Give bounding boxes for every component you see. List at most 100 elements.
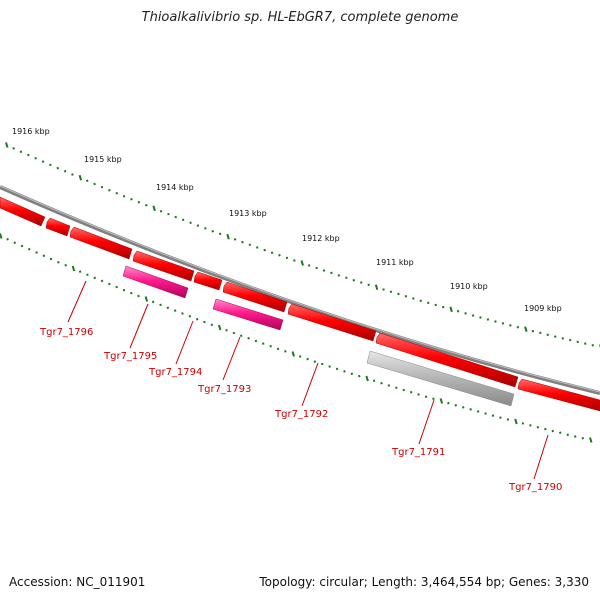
- minor-tick: [521, 422, 525, 425]
- minor-tick: [358, 374, 361, 378]
- minor-tick: [424, 395, 428, 398]
- minor-tick: [210, 323, 214, 326]
- minor-tick: [247, 337, 250, 340]
- minor-tick: [254, 339, 258, 343]
- minor-tick: [544, 427, 547, 431]
- gene-arrow[interactable]: [132, 250, 195, 282]
- minor-tick: [188, 315, 192, 318]
- minor-tick: [315, 266, 318, 270]
- minor-tick: [561, 337, 564, 340]
- minor-tick: [28, 247, 31, 251]
- locus-label[interactable]: Tgr7_1795: [103, 351, 157, 362]
- minor-tick: [241, 240, 244, 244]
- major-tick: [514, 418, 518, 425]
- minor-tick: [516, 326, 520, 329]
- minor-tick: [12, 147, 15, 150]
- scale-label: 1915 kbp: [84, 155, 122, 164]
- gene-arrow[interactable]: [375, 332, 519, 388]
- minor-tick: [484, 412, 487, 415]
- gene-arrow[interactable]: [69, 226, 133, 260]
- major-tick: [78, 174, 83, 181]
- minor-tick: [137, 294, 140, 298]
- minor-tick: [471, 314, 475, 317]
- gene-arrow[interactable]: [0, 196, 46, 227]
- minor-tick: [78, 270, 82, 273]
- locus-label[interactable]: Tgr7_1791: [391, 447, 445, 458]
- minor-tick: [151, 300, 155, 304]
- minor-tick: [345, 276, 348, 280]
- major-tick: [152, 205, 156, 212]
- minor-tick: [539, 331, 542, 335]
- minor-tick: [248, 243, 252, 247]
- minor-tick: [307, 264, 311, 267]
- minor-tick: [232, 331, 236, 335]
- minor-tick: [506, 418, 510, 421]
- feature-track: [122, 265, 515, 407]
- major-tick: [226, 233, 230, 240]
- minor-tick: [13, 241, 16, 244]
- minor-tick: [218, 232, 222, 236]
- gene-arrow[interactable]: [193, 271, 223, 291]
- cds-feature[interactable]: [212, 298, 284, 331]
- minor-tick: [195, 317, 199, 321]
- locus-label[interactable]: Tgr7_1790: [508, 482, 562, 493]
- minor-tick: [529, 424, 532, 427]
- minor-tick: [20, 244, 24, 248]
- misc-feature[interactable]: [366, 350, 515, 407]
- gene-arrow[interactable]: [517, 378, 600, 412]
- inner-tick-ruler: [0, 233, 593, 443]
- minor-tick: [284, 350, 287, 353]
- minor-tick: [181, 312, 184, 315]
- locus-label[interactable]: Tgr7_1793: [197, 384, 251, 395]
- minor-tick: [63, 170, 67, 173]
- cds-feature[interactable]: [122, 265, 189, 299]
- minor-tick: [441, 305, 445, 309]
- minor-tick: [462, 406, 465, 409]
- minor-tick: [173, 309, 177, 312]
- locus-label[interactable]: Tgr7_1796: [39, 327, 93, 338]
- minor-tick: [360, 281, 363, 284]
- minor-tick: [387, 384, 391, 387]
- minor-tick: [159, 209, 163, 213]
- gene-arrow[interactable]: [222, 281, 288, 313]
- minor-tick: [409, 390, 413, 394]
- scale-label: 1913 kbp: [229, 209, 267, 218]
- scale-label: 1914 kbp: [156, 183, 194, 192]
- minor-tick: [293, 259, 296, 262]
- gene-arrow[interactable]: [45, 217, 71, 237]
- locus-label[interactable]: Tgr7_1794: [148, 367, 202, 378]
- gene-arrow[interactable]: [287, 303, 377, 342]
- major-tick: [144, 296, 149, 302]
- minor-tick: [509, 324, 512, 327]
- minor-tick: [122, 195, 126, 198]
- minor-tick: [57, 260, 60, 264]
- minor-tick: [263, 248, 266, 252]
- minor-tick: [581, 436, 584, 440]
- minor-tick: [196, 224, 200, 227]
- minor-tick: [278, 254, 281, 257]
- minor-tick: [34, 157, 37, 160]
- minor-tick: [494, 320, 497, 323]
- outer-tick-ruler: [5, 142, 600, 348]
- minor-tick: [6, 238, 9, 241]
- locus-label[interactable]: Tgr7_1792: [274, 409, 328, 420]
- minor-tick: [352, 278, 355, 282]
- minor-tick: [499, 416, 502, 419]
- minor-tick: [382, 288, 385, 291]
- scale-label: 1909 kbp: [524, 304, 562, 313]
- minor-tick: [551, 429, 554, 433]
- minor-tick: [27, 153, 30, 157]
- minor-tick: [456, 310, 460, 313]
- minor-tick: [174, 215, 177, 219]
- minor-tick: [115, 191, 118, 195]
- map-title: Thioalkalivibrio sp. HL-EbGR7, complete …: [141, 10, 459, 25]
- minor-tick: [108, 282, 111, 286]
- minor-tick: [343, 370, 346, 373]
- minor-tick: [211, 229, 214, 233]
- gene-track: [0, 196, 600, 412]
- minor-tick: [322, 269, 326, 272]
- minor-tick: [145, 204, 148, 207]
- minor-tick: [447, 401, 450, 405]
- scale-label: 1911 kbp: [376, 258, 414, 267]
